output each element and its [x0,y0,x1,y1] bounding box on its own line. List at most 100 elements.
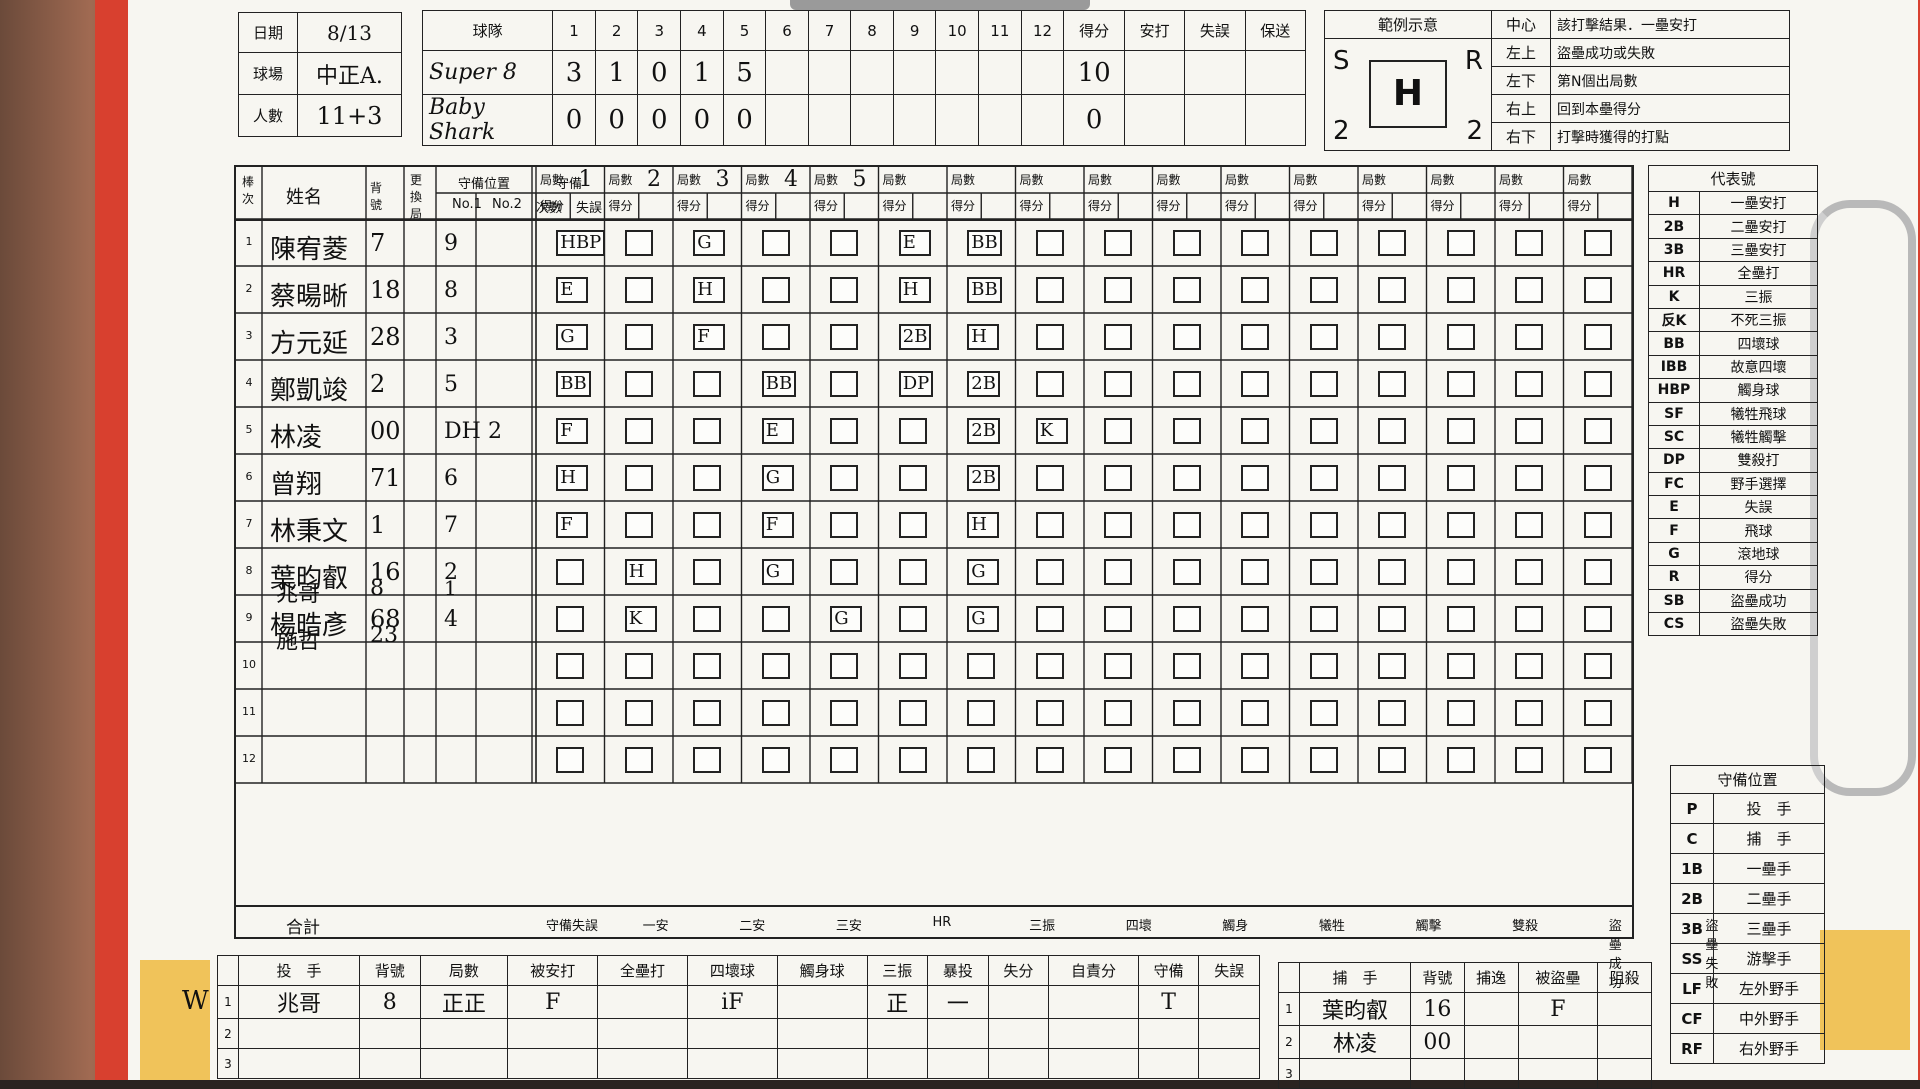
inning-runs: 1 [680,50,724,95]
at-bat-box [1309,558,1338,585]
at-bat-box [1309,229,1338,256]
at-bat-box: G [761,558,794,585]
code-value: 全壘打 [1699,261,1818,286]
catch-col-header: 捕逸 [1463,962,1519,993]
at-bat-box [1515,370,1544,397]
corner-tab [1820,930,1910,1050]
at-bat-result: E [560,278,574,300]
pitch-cell: 一 [927,985,989,1019]
code-value: 飛球 [1699,518,1818,543]
col-pos: 守備位置 [458,177,511,192]
team-stat [1123,50,1186,95]
at-bat-box [1515,699,1544,726]
score-label: 得分 [608,199,633,213]
catch-row-num: 1 [1278,992,1300,1026]
at-bat-box [624,276,653,303]
at-bat-box [1104,229,1133,256]
position-value: 游擊手 [1713,943,1825,974]
sample-bl: 2 [1333,115,1350,146]
at-bat-box [693,370,722,397]
at-bat-box [1035,605,1064,632]
at-bat-result: DP [902,372,930,394]
code-key: CS [1648,612,1700,637]
pitch-cell [1048,1018,1139,1049]
code-value: 犧牲觸擊 [1699,424,1818,450]
at-bat-box [1035,558,1064,585]
batting-order: 9 [245,611,253,624]
at-bat-box [1378,699,1407,726]
inning-header: 1 [552,10,596,51]
team-stat [1244,50,1307,95]
score-label: 得分 [882,199,907,213]
player-name: 鄭凱竣 [270,376,349,406]
at-bat-box [1515,746,1544,773]
totals-row: 合計 守備失誤 一安 二安 三安 HR 三振 四壞 觸身 犧牲 觸擊 雙殺 盜壘成功 盜壘失敗 [236,905,1718,991]
at-bat-result: E [765,419,779,441]
at-bat-box [1378,323,1407,350]
pitch-col-header: 暴投 [927,955,989,986]
pitch-col-header: 全壘打 [597,955,688,986]
pitch-cell [359,1018,421,1049]
pitch-cell [507,1018,599,1049]
at-bat-box [624,229,653,256]
at-bat-box [1515,417,1544,444]
at-bat-box [1309,605,1338,632]
sub-name: 施哲 [276,629,321,654]
code-key: 2B [1648,214,1700,239]
legend-value: 盜壘成功或失敗 [1550,38,1790,67]
pitch-col-header: 失分 [987,955,1050,986]
inning-runs [935,94,979,146]
at-bat-result: H [902,278,919,300]
at-bat-box [1378,417,1407,444]
score-label: 得分 [1156,199,1181,213]
catch-col-header: 被盜壘 [1517,962,1599,993]
inning-header: 11 [978,10,1022,51]
inning-label: 局數 [882,173,907,187]
at-bat-box [1446,605,1475,632]
inning-runs: 1 [594,50,639,95]
code-value: 失誤 [1699,495,1818,520]
at-bat-box [1241,652,1270,679]
pitch-col-header: 背號 [359,955,421,986]
at-bat-box [556,605,585,632]
at-bat-box [1446,558,1475,585]
inning-runs: 3 [552,50,596,95]
code-value: 盜壘成功 [1699,588,1818,614]
at-bat-box [1309,276,1338,303]
legend-value: 打擊時獲得的打點 [1550,122,1790,151]
at-bat-box [898,605,927,632]
at-bat-box [624,370,653,397]
pitch-cell: 正正 [419,985,509,1019]
code-key: BB [1648,331,1700,356]
grid-lines [236,167,1632,784]
inning-number: 4 [784,167,798,192]
totals-item: 觸擊 [1415,919,1442,934]
position-key: RF [1670,1033,1714,1064]
totals-item: 守備失誤 [546,919,599,934]
pitch-cell [927,1018,989,1049]
catch-cell [1463,1058,1519,1089]
at-bat-box [1378,605,1407,632]
player-position: 3 [444,325,458,350]
player-number: 18 [370,276,401,304]
batting-order: 1 [245,235,253,248]
col-def: 守備 [556,177,583,192]
at-bat-box: BB [556,370,591,397]
at-bat-box: G [761,464,794,491]
at-bat-box: G [967,558,1000,585]
at-bat-box [1378,229,1407,256]
at-bat-box [830,746,859,773]
inning-label: 局數 [951,173,976,187]
totals-item: 三安 [835,919,862,934]
player-number: 7 [370,229,386,257]
team-name: Baby Shark [421,94,554,146]
pitch-cell: 兆哥 [238,985,360,1019]
at-bat-box [624,652,653,679]
inning-runs: 0 [594,94,639,146]
at-bat-box [1104,699,1133,726]
catch-cell [1597,1058,1652,1089]
pitch-cell [597,985,688,1019]
at-bat-box [1241,464,1270,491]
at-bat-box [830,699,859,726]
inning-runs [892,94,937,146]
